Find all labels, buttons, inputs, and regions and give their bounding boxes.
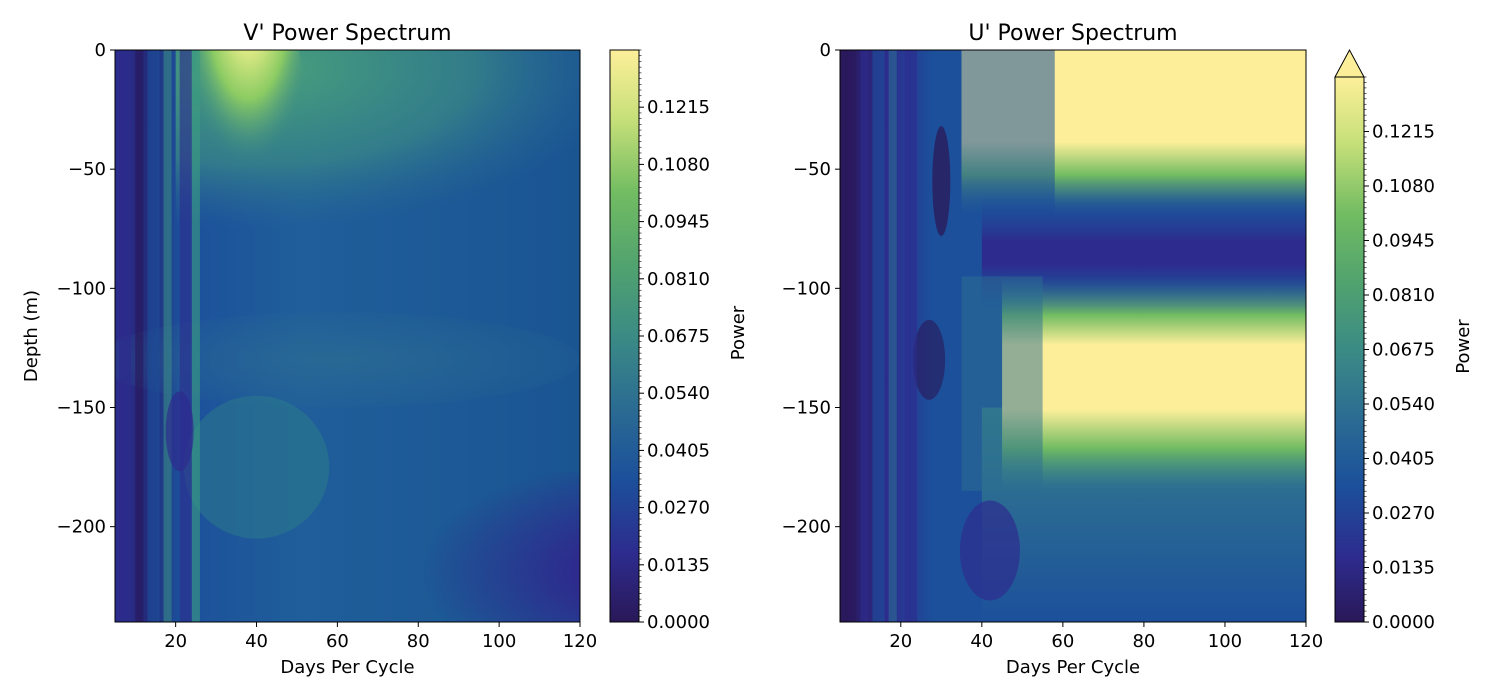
colorbar-tick-label: 0.0135 [1372, 558, 1435, 579]
y-tick-label: −100 [782, 278, 831, 299]
x-tick-label: 100 [482, 631, 516, 652]
heatmap-band [119, 50, 132, 622]
y-tick-label: −50 [68, 159, 106, 180]
x-tick-label: 80 [407, 631, 430, 652]
colorbar-tick-label: 0.1215 [1372, 122, 1435, 143]
heatmap-band [872, 50, 885, 622]
u-power-spectrum-panel: U' Power Spectrum 20 40 60 80 100 120 Days Per … [782, 21, 1474, 678]
v-power-spectrum-panel: V' Power Spectrum 20 40 60 80 100 120 Days Per … [21, 21, 749, 678]
heatmap-region-dark-spot [913, 319, 946, 400]
heatmap-region-dark-spot [165, 391, 194, 472]
y-tick-label: −100 [57, 278, 106, 299]
heatmap-band [163, 50, 172, 622]
x-tick-label: 40 [970, 631, 993, 652]
colorbar-tick-label: 0.0270 [647, 498, 710, 519]
heatmap-band [191, 50, 200, 622]
x-tick-label: 40 [245, 631, 268, 652]
heatmap-region-lower-left [183, 395, 330, 539]
x-axis-label: Days Per Cycle [1006, 657, 1140, 678]
heatmap-field [840, 50, 1306, 622]
colorbar-tick-label: 0.1080 [1372, 176, 1435, 197]
heatmap-region-mid-hot [1002, 276, 1306, 491]
colorbar-tick-label: 0.0540 [647, 383, 710, 404]
colorbar-extend-triangle [1334, 48, 1365, 78]
chart-title: U' Power Spectrum [968, 21, 1177, 46]
colorbar-tick-label: 0.0945 [1372, 231, 1435, 252]
x-tick-label: 120 [1289, 631, 1323, 652]
heatmap-band [179, 50, 192, 622]
x-tick-label: 120 [563, 631, 597, 652]
heatmap-field [115, 50, 580, 622]
colorbar-tick-label: 0.0945 [647, 212, 710, 233]
y-tick-label: −50 [793, 159, 831, 180]
heatmap-region-low [365, 471, 580, 622]
colorbar-tick-label: 0.0675 [647, 326, 710, 347]
y-tick-label: −150 [57, 398, 106, 419]
colorbar-tick-label: 0.0810 [1372, 285, 1435, 306]
y-tick-label: −150 [782, 398, 831, 419]
y-tick-label: −200 [57, 517, 106, 538]
colorbar-tick-label: 0.0000 [647, 612, 710, 633]
colorbar-tick-label: 0.0675 [1372, 340, 1435, 361]
heatmap-region-low-spot [959, 500, 1020, 601]
x-tick-label: 100 [1208, 631, 1242, 652]
colorbar-label: Power [728, 305, 749, 360]
x-axis-label: Days Per Cycle [280, 657, 414, 678]
plot-frame [839, 49, 1307, 623]
heatmap-region-high [191, 50, 306, 241]
heatmap-band [888, 50, 897, 622]
colorbar-gradient [610, 50, 639, 622]
colorbar-tick-label: 0.0000 [1372, 612, 1435, 633]
colorbar-label: Power [1453, 319, 1474, 374]
y-tick-label: 0 [95, 40, 106, 61]
colorbar-gradient [1335, 77, 1364, 622]
chart-title: V' Power Spectrum [243, 21, 451, 46]
colorbar-tick-label: 0.0540 [1372, 394, 1435, 415]
colorbar: 0.0000 0.0135 0.0270 0.0405 0.0540 0.0675 0.08… [1334, 48, 1474, 633]
x-tick-label: 20 [889, 631, 912, 652]
heatmap-band-top-fade [961, 50, 1055, 217]
colorbar: 0.0000 0.0135 0.0270 0.0405 0.0540 0.0675 0.08… [609, 49, 749, 633]
heatmap-region-dark-streak [932, 126, 951, 237]
heatmap-band [844, 50, 857, 622]
x-tick-label: 60 [326, 631, 349, 652]
colorbar-tick-label: 0.0270 [1372, 503, 1435, 524]
x-tick-label: 80 [1132, 631, 1155, 652]
x-tick-label: 20 [164, 631, 187, 652]
colorbar-tick-label: 0.0810 [647, 269, 710, 290]
heatmap-band [147, 50, 160, 622]
x-tick-label: 60 [1051, 631, 1074, 652]
colorbar-tick-label: 0.1080 [647, 154, 710, 175]
heatmap-band [860, 50, 869, 622]
y-tick-label: −200 [782, 517, 831, 538]
plot-frame [114, 49, 581, 623]
colorbar-tick-label: 0.0405 [1372, 449, 1435, 470]
heatmap-region-mid [115, 312, 580, 408]
colorbar-tick-label: 0.1215 [647, 97, 710, 118]
colorbar-tick-label: 0.0405 [647, 440, 710, 461]
heatmap-band [135, 50, 144, 622]
heatmap-region-mid-fade [961, 276, 1043, 491]
heatmap-region-top-hot [961, 50, 1306, 217]
y-axis-label: Depth (m) [21, 290, 42, 382]
heatmap-band [904, 50, 917, 622]
y-tick-label: 0 [820, 40, 831, 61]
colorbar-tick-label: 0.0135 [647, 555, 710, 576]
